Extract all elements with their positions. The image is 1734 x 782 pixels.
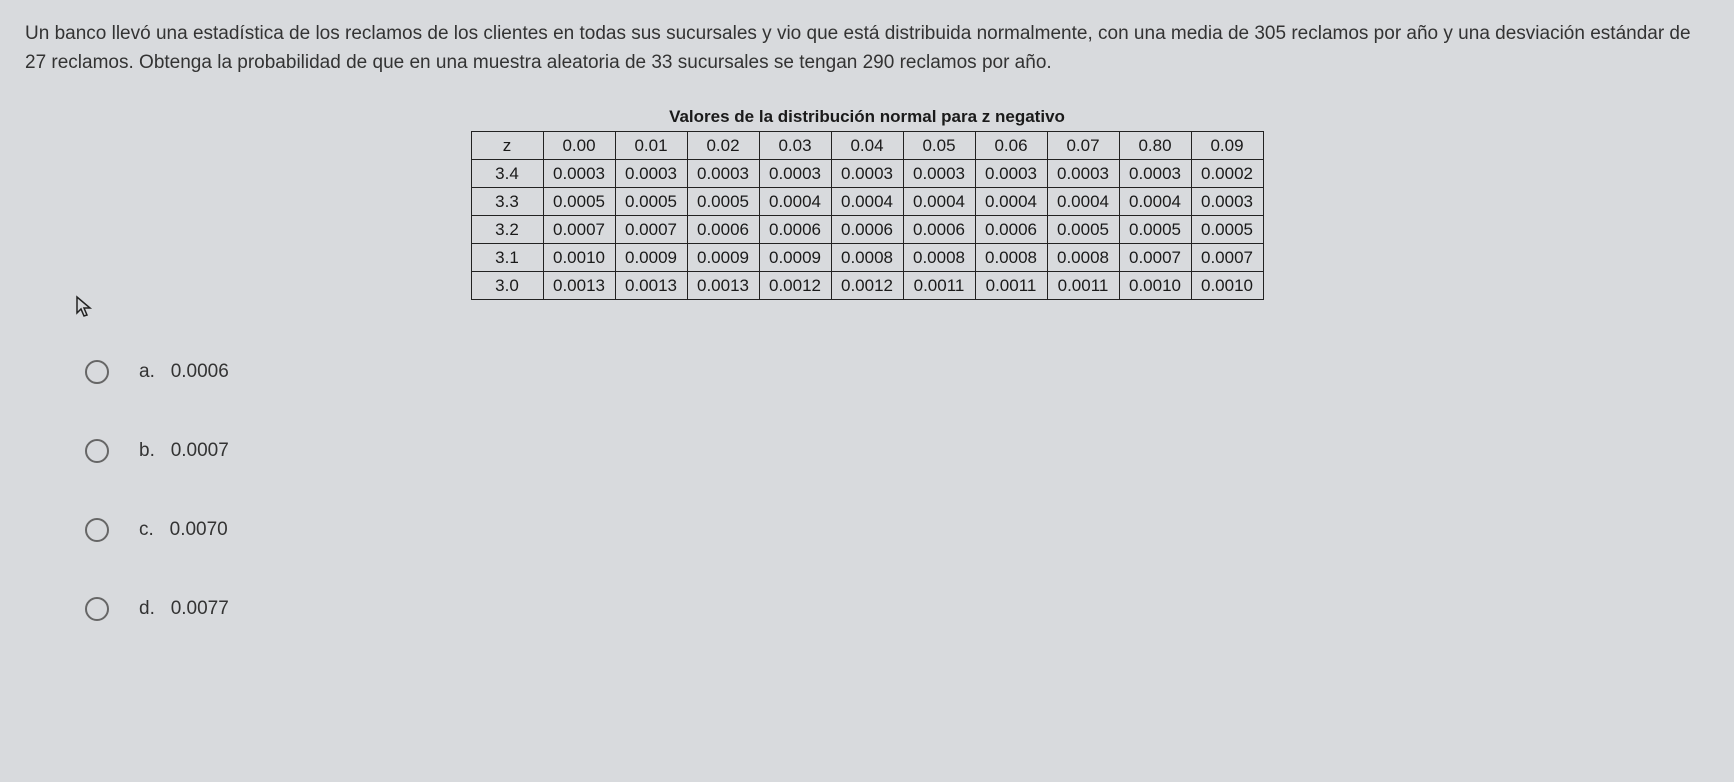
option-label: a. 0.0006 (139, 361, 229, 383)
table-cell: 0.0003 (1191, 188, 1263, 216)
col-header: 0.00 (543, 132, 615, 160)
row-label: 3.0 (471, 272, 543, 300)
table-wrapper: Valores de la distribución normal para z… (25, 107, 1709, 300)
col-header: 0.04 (831, 132, 903, 160)
question-text: Un banco llevó una estadística de los re… (25, 20, 1709, 77)
table-cell: 0.0003 (903, 160, 975, 188)
table-cell: 0.0004 (759, 188, 831, 216)
table-cell: 0.0006 (903, 216, 975, 244)
option-d[interactable]: d. 0.0077 (85, 597, 1709, 621)
radio-icon[interactable] (85, 518, 109, 542)
table-cell: 0.0003 (687, 160, 759, 188)
table-cell: 0.0008 (975, 244, 1047, 272)
table-cell: 0.0009 (615, 244, 687, 272)
radio-icon[interactable] (85, 439, 109, 463)
radio-icon[interactable] (85, 597, 109, 621)
cursor-icon (75, 295, 95, 325)
table-cell: 0.0010 (1119, 272, 1191, 300)
option-a[interactable]: a. 0.0006 (85, 360, 1709, 384)
row-label: 3.4 (471, 160, 543, 188)
option-label: c. 0.0070 (139, 519, 228, 541)
table-header-row: z 0.00 0.01 0.02 0.03 0.04 0.05 0.06 0.0… (471, 132, 1263, 160)
table-cell: 0.0007 (543, 216, 615, 244)
radio-icon[interactable] (85, 360, 109, 384)
option-label: b. 0.0007 (139, 440, 229, 462)
table-cell: 0.0010 (1191, 272, 1263, 300)
table-cell: 0.0003 (759, 160, 831, 188)
table-cell: 0.0006 (687, 216, 759, 244)
table-cell: 0.0008 (903, 244, 975, 272)
col-header: 0.03 (759, 132, 831, 160)
col-header: 0.07 (1047, 132, 1119, 160)
table-row: 3.40.00030.00030.00030.00030.00030.00030… (471, 160, 1263, 188)
table-cell: 0.0013 (615, 272, 687, 300)
table-title: Valores de la distribución normal para z… (669, 107, 1065, 127)
table-cell: 0.0007 (615, 216, 687, 244)
table-cell: 0.0013 (687, 272, 759, 300)
table-cell: 0.0003 (975, 160, 1047, 188)
z-table: z 0.00 0.01 0.02 0.03 0.04 0.05 0.06 0.0… (471, 131, 1264, 300)
table-cell: 0.0006 (975, 216, 1047, 244)
col-header: 0.80 (1119, 132, 1191, 160)
table-cell: 0.0004 (831, 188, 903, 216)
col-header: 0.01 (615, 132, 687, 160)
table-cell: 0.0006 (831, 216, 903, 244)
table-cell: 0.0006 (759, 216, 831, 244)
table-cell: 0.0007 (1119, 244, 1191, 272)
table-cell: 0.0013 (543, 272, 615, 300)
col-header: 0.05 (903, 132, 975, 160)
table-cell: 0.0011 (975, 272, 1047, 300)
options-list: a. 0.0006 b. 0.0007 c. 0.0070 d. 0.0077 (85, 360, 1709, 621)
table-cell: 0.0003 (543, 160, 615, 188)
table-cell: 0.0002 (1191, 160, 1263, 188)
table-row: 3.00.00130.00130.00130.00120.00120.00110… (471, 272, 1263, 300)
table-cell: 0.0009 (687, 244, 759, 272)
table-cell: 0.0005 (1191, 216, 1263, 244)
table-cell: 0.0012 (759, 272, 831, 300)
table-cell: 0.0012 (831, 272, 903, 300)
option-label: d. 0.0077 (139, 598, 229, 620)
row-label: 3.3 (471, 188, 543, 216)
row-label: 3.2 (471, 216, 543, 244)
table-cell: 0.0004 (903, 188, 975, 216)
table-cell: 0.0003 (615, 160, 687, 188)
table-cell: 0.0005 (543, 188, 615, 216)
table-cell: 0.0003 (1119, 160, 1191, 188)
table-row: 3.20.00070.00070.00060.00060.00060.00060… (471, 216, 1263, 244)
option-c[interactable]: c. 0.0070 (85, 518, 1709, 542)
table-cell: 0.0009 (759, 244, 831, 272)
row-label: 3.1 (471, 244, 543, 272)
table-cell: 0.0004 (1047, 188, 1119, 216)
col-header: 0.06 (975, 132, 1047, 160)
table-cell: 0.0004 (1119, 188, 1191, 216)
table-cell: 0.0005 (1047, 216, 1119, 244)
table-cell: 0.0010 (543, 244, 615, 272)
table-cell: 0.0003 (1047, 160, 1119, 188)
table-cell: 0.0005 (687, 188, 759, 216)
table-cell: 0.0007 (1191, 244, 1263, 272)
table-cell: 0.0003 (831, 160, 903, 188)
table-row: 3.30.00050.00050.00050.00040.00040.00040… (471, 188, 1263, 216)
col-header: 0.02 (687, 132, 759, 160)
option-b[interactable]: b. 0.0007 (85, 439, 1709, 463)
table-cell: 0.0008 (831, 244, 903, 272)
table-row: 3.10.00100.00090.00090.00090.00080.00080… (471, 244, 1263, 272)
table-cell: 0.0011 (903, 272, 975, 300)
table-cell: 0.0005 (615, 188, 687, 216)
table-cell: 0.0005 (1119, 216, 1191, 244)
z-symbol-header: z (471, 132, 543, 160)
table-cell: 0.0011 (1047, 272, 1119, 300)
table-cell: 0.0004 (975, 188, 1047, 216)
table-cell: 0.0008 (1047, 244, 1119, 272)
col-header: 0.09 (1191, 132, 1263, 160)
